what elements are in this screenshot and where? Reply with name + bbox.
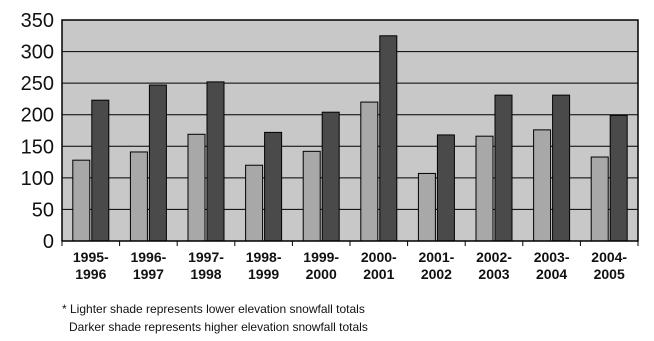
x-tick-label: 2003- (534, 249, 570, 265)
plot-area (62, 20, 638, 241)
bar-series1-1996-1997 (129, 151, 148, 242)
bar-series2-1999-2000 (321, 111, 340, 242)
y-tick-label: 150 (21, 136, 54, 158)
bar-series1-2003-2004 (533, 129, 552, 242)
x-tick-label: 1999 (248, 266, 279, 282)
bar-series2-2002-2003 (494, 94, 513, 242)
y-axis-ticks: 0 50 100 150 200 250 300 350 (21, 10, 54, 253)
bar-series2-2004-2005 (609, 114, 628, 242)
x-tick-label: 2004 (536, 266, 567, 282)
x-tick-label: 2005 (594, 266, 625, 282)
x-tick-label: 1999- (303, 249, 339, 265)
x-tick-label: 2000- (361, 249, 397, 265)
y-tick-label: 250 (21, 73, 54, 95)
x-tick-label: 2001- (418, 249, 454, 265)
y-tick-label: 0 (43, 231, 54, 253)
y-tick-label: 350 (21, 10, 54, 32)
x-tick-label: 2000 (306, 266, 337, 282)
x-tick-label: 1997- (188, 249, 224, 265)
x-tick-label: 1997 (133, 266, 164, 282)
x-tick-label: 2001 (363, 266, 394, 282)
x-tick-label: 1998- (246, 249, 282, 265)
bar-series2-2001-2002 (436, 134, 455, 242)
x-tick-label: 1996- (130, 249, 166, 265)
bar-series2-1997-1998 (206, 81, 225, 242)
y-tick-label: 300 (21, 42, 54, 64)
x-tick-label: 1995- (73, 249, 109, 265)
plot-frame (61, 19, 639, 246)
y-tick-label: 100 (21, 168, 54, 190)
y-tick-label: 200 (21, 105, 54, 127)
x-tick-label: 2004- (591, 249, 627, 265)
y-tick-label: 50 (32, 199, 54, 221)
note-lower-elevation: * Lighter shade represents lower elevati… (62, 302, 365, 316)
bar-series1-2004-2005 (590, 156, 609, 242)
bar-series1-2002-2003 (475, 135, 494, 242)
bar-series1-2001-2002 (417, 172, 436, 242)
bar-series1-1998-1999 (245, 164, 264, 242)
bar-series2-2000-2001 (379, 35, 398, 242)
x-axis-ticks: 1995-1996 1996-1997 1997-1998 1998-1999 1999… (73, 249, 628, 282)
note-higher-elevation: Darker shade represents higher elevation… (69, 320, 368, 334)
bar-series2-1995-1996 (91, 99, 110, 242)
bars (72, 35, 628, 242)
bar-series2-2003-2004 (552, 94, 571, 242)
bar-series2-1996-1997 (148, 84, 167, 242)
x-tick-label: 2002- (476, 249, 512, 265)
bar-series1-1999-2000 (302, 150, 321, 242)
x-tick-label: 1998 (190, 266, 221, 282)
bar-series1-1995-1996 (72, 159, 91, 242)
x-tick-label: 1996 (75, 266, 106, 282)
x-tick-label: 2003 (478, 266, 509, 282)
x-tick-label: 2002 (421, 266, 452, 282)
bar-series2-1998-1999 (264, 131, 283, 242)
bar-series1-1997-1998 (187, 133, 206, 242)
chart-notes: * Lighter shade represents lower elevati… (62, 300, 368, 336)
bar-series1-2000-2001 (360, 101, 379, 242)
